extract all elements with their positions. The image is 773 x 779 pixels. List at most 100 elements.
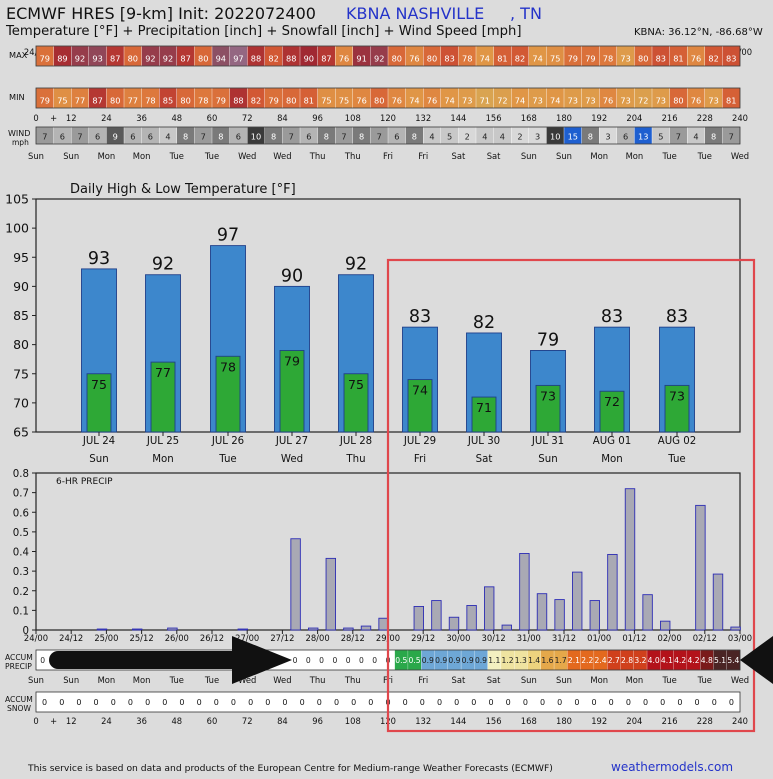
day-label: Fri bbox=[418, 151, 428, 161]
accum-snow-value: 0 bbox=[712, 698, 717, 707]
max-row-value: 94 bbox=[216, 54, 226, 64]
day-row-top: Sun Sun Mon Mon Tue Tue Wed Wed Thu Thu Fri Fri Sat S… bbox=[28, 151, 749, 161]
wind-row-value: 5 bbox=[447, 132, 452, 142]
hour-label-row-bottom: 0 +12 24 36 48 60 72 84 96 108 120 132 144 156 168 180 1… bbox=[33, 716, 748, 726]
init-title: ECMWF HRES [9-km] Init: 2022072400 bbox=[6, 4, 316, 23]
wind-row-value: 15 bbox=[568, 132, 578, 142]
hour-label-bottom: 48 bbox=[171, 716, 182, 726]
precip-y-tick-label: 0.3 bbox=[13, 567, 29, 578]
accum-precip-value: 0 bbox=[332, 656, 337, 665]
min-row-value: 73 bbox=[462, 96, 472, 106]
max-row-value: 82 bbox=[708, 54, 718, 64]
hour-label-bottom: + bbox=[50, 716, 57, 726]
high-temp-label: 82 bbox=[473, 313, 495, 333]
wind-row-value: 6 bbox=[306, 132, 311, 142]
day-label-bottom: Tue bbox=[204, 675, 219, 685]
accum-precip-value: 0 bbox=[346, 656, 351, 665]
hour-label-bottom: 204 bbox=[626, 716, 642, 726]
date-label: JUL 27 bbox=[275, 436, 308, 447]
accum-precip-value: 2.8 bbox=[621, 656, 633, 665]
day-label-bottom: Wed bbox=[273, 675, 291, 685]
accum-snow-value: 0 bbox=[677, 698, 682, 707]
wind-row-value: 7 bbox=[201, 132, 206, 142]
day-label-bottom: Tue bbox=[169, 675, 184, 685]
min-row-value: 78 bbox=[198, 96, 208, 106]
right-arrow-head-icon bbox=[740, 636, 773, 684]
accum-snow-value: 0 bbox=[574, 698, 579, 707]
min-row-value: 77 bbox=[75, 96, 85, 106]
max-row-value: 74 bbox=[532, 54, 542, 64]
weekday-label: Tue bbox=[218, 454, 236, 465]
precip-y-tick-label: 0.1 bbox=[13, 606, 29, 617]
accum-snow-value: 0 bbox=[557, 698, 562, 707]
max-row: 79 89 92 93 87 80 92 92 87 80 94 97 88 82 88 90 87 76 91 92… bbox=[35, 45, 741, 67]
accum-snow-value: 0 bbox=[317, 698, 322, 707]
accum-snow-value: 0 bbox=[729, 698, 734, 707]
hour-label: 24 bbox=[101, 113, 112, 123]
low-temp-bar bbox=[86, 373, 112, 433]
day-label-bottom: Sun bbox=[521, 675, 537, 685]
precip-bar bbox=[712, 573, 724, 631]
date-label: JUL 30 bbox=[467, 436, 500, 447]
hour-label-bottom: 228 bbox=[697, 716, 713, 726]
hour-label: 216 bbox=[662, 113, 678, 123]
date-label: JUL 29 bbox=[403, 436, 436, 447]
wind-row-value: 4 bbox=[693, 132, 698, 142]
accum-snow-value: 0 bbox=[179, 698, 184, 707]
accum-snow-value: 0 bbox=[420, 698, 425, 707]
accum-snow-value: 0 bbox=[42, 698, 47, 707]
hour-label: 192 bbox=[591, 113, 607, 123]
max-row-value: 76 bbox=[339, 54, 349, 64]
max-row-value: 78 bbox=[462, 54, 472, 64]
max-row-value: 92 bbox=[374, 54, 384, 64]
day-label: Tue bbox=[169, 151, 184, 161]
high-temp-label: 92 bbox=[152, 255, 174, 275]
day-label: Sun bbox=[28, 151, 44, 161]
wind-row-value: 10 bbox=[251, 132, 261, 142]
hour-label: + bbox=[50, 113, 57, 123]
wind-row-value: 4 bbox=[429, 132, 434, 142]
wind-row-value: 3 bbox=[605, 132, 610, 142]
low-temp-bar bbox=[471, 396, 497, 433]
accum-precip-value: 0 bbox=[293, 656, 298, 665]
high-temp-label: 83 bbox=[409, 307, 431, 327]
precip-bar bbox=[466, 605, 477, 631]
hour-label: 180 bbox=[556, 113, 572, 123]
precip-bar bbox=[695, 504, 706, 631]
left-arrow-head-icon bbox=[232, 636, 292, 684]
precip-bar bbox=[96, 628, 108, 631]
accum-snow-value: 0 bbox=[111, 698, 116, 707]
day-label: Mon bbox=[133, 151, 151, 161]
min-row-value: 76 bbox=[356, 96, 366, 106]
precip-time-label: 25/00 bbox=[94, 633, 118, 643]
min-row-value: 73 bbox=[568, 96, 578, 106]
precip-time-label: 31/12 bbox=[552, 633, 576, 643]
brand-link[interactable]: weathermodels.com bbox=[611, 760, 734, 774]
hour-label-row-top: 0 +12 24 36 48 60 72 84 96 108 120 132 144 156 168 180 1… bbox=[33, 113, 748, 123]
day-label: Sun bbox=[556, 151, 572, 161]
low-temp-label: 75 bbox=[91, 377, 107, 392]
accum-snow-value: 0 bbox=[643, 698, 648, 707]
wind-row-value: 6 bbox=[623, 132, 628, 142]
hour-label-bottom: 0 bbox=[33, 716, 38, 726]
wind-row: 7 6 7 6 9 6 6 4 8 7 8 6 10 8 7 6 8 7 8 7 6 8 4 5 2 4 4 2 3 10 15 8 3 6 13 5… bbox=[35, 126, 741, 145]
low-temp-bar bbox=[343, 373, 369, 433]
low-temp-label: 75 bbox=[348, 377, 364, 392]
temp-y-tick-label: 95 bbox=[13, 250, 29, 265]
temperature-chart: Daily High & Low Temperature [°F] 105 100 9… bbox=[5, 182, 741, 465]
accum-snow-value: 0 bbox=[248, 698, 253, 707]
precip-time-label: 25/12 bbox=[130, 633, 154, 643]
wind-row-value: 6 bbox=[95, 132, 100, 142]
low-temp-bar bbox=[150, 361, 176, 433]
day-label-bottom: Mon bbox=[98, 675, 116, 685]
wind-row-value: 4 bbox=[165, 132, 170, 142]
wind-row-value: 2 bbox=[517, 132, 522, 142]
day-label-bottom: Tue bbox=[661, 675, 676, 685]
precip-time-label: 02/00 bbox=[658, 633, 682, 643]
min-row-value: 81 bbox=[726, 96, 736, 106]
precip-time-label: 02/12 bbox=[693, 633, 717, 643]
wind-row-value: 8 bbox=[412, 132, 417, 142]
wind-row-value: 9 bbox=[113, 132, 118, 142]
